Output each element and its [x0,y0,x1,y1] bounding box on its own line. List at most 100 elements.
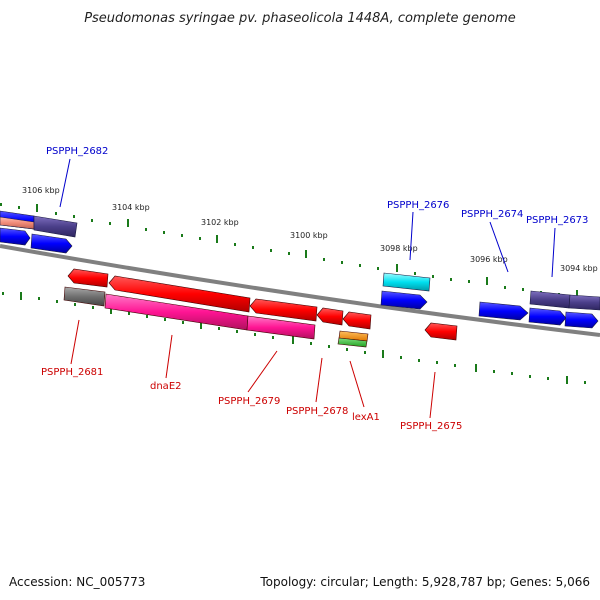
kbp-label: 3106 kbp [22,186,60,195]
gene-box-pspph-2673[interactable] [529,290,571,309]
tick-major [475,364,477,372]
tick-major [292,336,294,344]
gene-label[interactable]: PSPPH_2678 [286,406,348,417]
gene-arrow-blue[interactable] [528,307,567,326]
kbp-label: 3094 kbp [560,264,598,273]
leader-line-bottom [349,360,365,408]
tick-dot [91,219,93,222]
gene-arrow-lexa1[interactable] [342,311,372,330]
kbp-labels: 3106 kbp 3104 kbp 3102 kbp 3100 kbp 3098… [22,186,598,273]
tick-major [576,290,578,298]
gene-label[interactable]: PSPPH_2676 [387,200,449,211]
gene-arrow-red[interactable] [67,268,109,288]
genome-summary-text: Topology: circular; Length: 5,928,787 bp… [259,575,590,589]
leader-line-top [409,211,414,261]
kbp-label: 3104 kbp [112,203,150,212]
tick-dot [418,359,420,362]
gene-label[interactable]: PSPPH_2679 [218,396,280,407]
tick-major [382,350,384,358]
tick-dot [38,297,40,300]
gene-arrow-dnae2[interactable] [108,275,251,313]
tick-major [396,264,398,272]
gene-arrow-blue[interactable] [0,227,31,246]
gene-box-pspph-2676[interactable] [382,272,431,292]
leader-line-top [551,227,556,278]
tick-dot [522,288,524,291]
tick-major [200,321,202,329]
gene-label[interactable]: dnaE2 [150,381,182,392]
tick-dot [163,231,165,234]
tick-dot [181,234,183,237]
tick-dot [109,222,111,225]
tick-major [127,219,129,227]
tick-dot [128,312,130,315]
tick-dot [218,327,220,330]
tick-major [20,292,22,300]
tick-dot [182,321,184,324]
tick-major [566,376,568,384]
gene-label[interactable]: PSPPH_2682 [46,146,108,157]
tick-major [36,204,38,212]
gene-arrow-pspph-2674[interactable] [478,301,529,321]
kbp-label: 3096 kbp [470,255,508,264]
leader-line-bottom [70,319,80,365]
tick-major [216,235,218,243]
gene-box-pink[interactable] [246,315,316,340]
inner-tick-ring [2,292,586,384]
feature-band-green[interactable] [337,337,368,348]
gene-labels-top: PSPPH_2682 PSPPH_2676 PSPPH_2674 PSPPH_2… [46,146,588,226]
gene-label[interactable]: lexA1 [352,412,380,423]
tick-major [305,250,307,258]
tick-dot [272,336,274,339]
gene-labels-bottom: PSPPH_2681 dnaE2 PSPPH_2679 PSPPH_2678 l… [41,367,462,432]
map-title: Pseudomonas syringae pv. phaseolicola 14… [84,11,516,26]
gene-label[interactable]: PSPPH_2673 [526,215,588,226]
leader-line-bottom [429,371,436,419]
tick-dot [73,215,75,218]
tick-dot [92,306,94,309]
tick-dot [511,372,513,375]
tick-dot [346,348,348,351]
gene-label[interactable]: PSPPH_2674 [461,209,523,220]
leader-line-bottom [165,334,173,379]
tick-dot [432,275,434,278]
tick-dot [529,375,531,378]
gene-arrow-blue[interactable] [30,233,73,254]
tick-dot [364,351,366,354]
tick-dot [341,261,343,264]
tick-dot [504,286,506,289]
gene-arrow-pspph-2679[interactable] [249,298,318,322]
tick-dot [145,228,147,231]
leader-line-bottom [315,357,323,403]
tick-dot [270,249,272,252]
tick-dot [323,258,325,261]
tick-dot [310,342,312,345]
gene-label[interactable]: PSPPH_2681 [41,367,103,378]
gene-arrow-pspph-2675[interactable] [424,322,458,341]
gene-label[interactable]: PSPPH_2675 [400,421,462,432]
gene-box-purple[interactable] [568,294,600,311]
gene-box-pspph-2681[interactable] [63,286,106,307]
leader-line-top [489,221,509,273]
label-leaders [59,158,556,419]
genome-backbone [0,244,600,337]
leader-line-bottom [247,350,278,393]
tick-dot [56,300,58,303]
forward-strand-features [0,210,600,329]
tick-dot [288,252,290,255]
tick-major [110,306,112,314]
gene-arrow-pspph-2678[interactable] [316,307,344,326]
gene-arrow-blue[interactable] [564,311,599,329]
tick-dot [2,292,4,295]
gene-box-purple[interactable] [33,215,78,238]
tick-dot [252,246,254,249]
tick-dot [377,267,379,270]
tick-dot [547,377,549,380]
tick-dot [414,272,416,275]
tick-dot [234,243,236,246]
reverse-strand-features [63,268,458,348]
kbp-label: 3100 kbp [290,231,328,240]
gene-arrow-blue[interactable] [380,290,428,310]
tick-dot [18,206,20,209]
